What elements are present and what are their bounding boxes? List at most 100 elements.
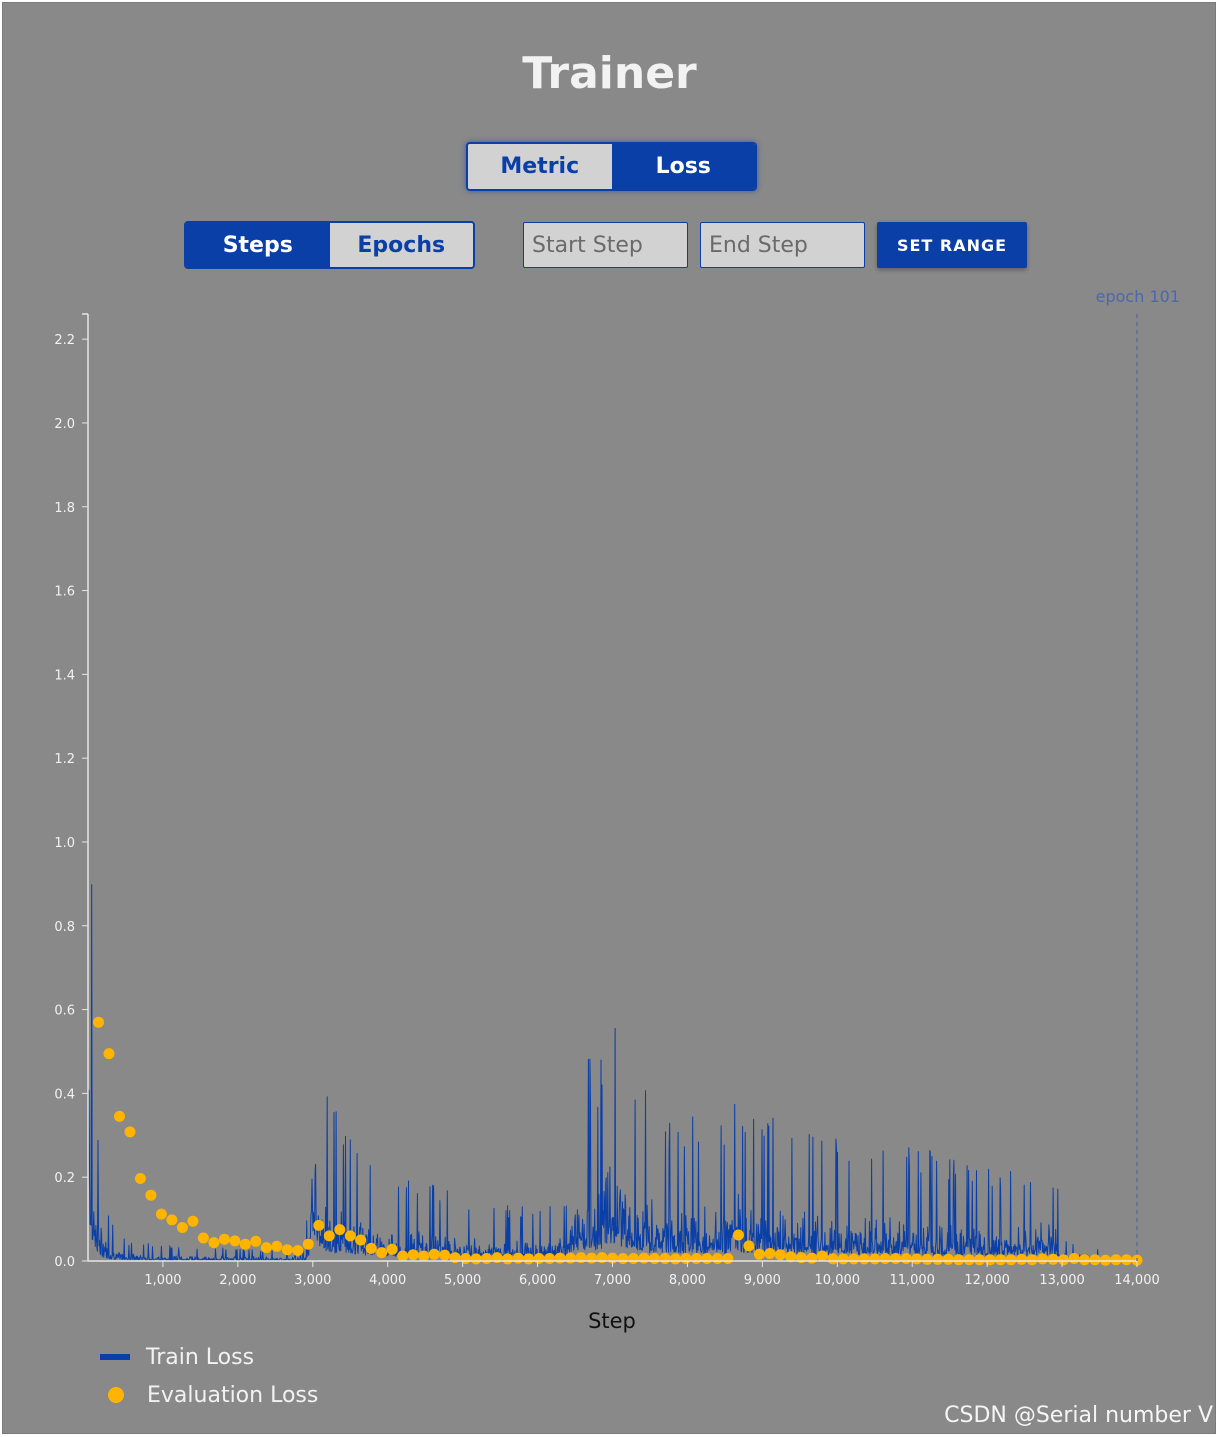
- evaluation-loss-point[interactable]: [963, 1254, 975, 1266]
- evaluation-loss-point[interactable]: [858, 1253, 870, 1265]
- evaluation-loss-point[interactable]: [134, 1173, 146, 1184]
- evaluation-loss-point[interactable]: [481, 1253, 493, 1264]
- legend-item-evaluation-loss[interactable]: Evaluation Loss: [100, 1376, 318, 1414]
- evaluation-loss-point[interactable]: [407, 1249, 419, 1261]
- evaluation-loss-point[interactable]: [722, 1253, 734, 1264]
- evaluation-loss-point[interactable]: [334, 1224, 346, 1236]
- evaluation-loss-point[interactable]: [114, 1110, 125, 1122]
- evaluation-loss-point[interactable]: [250, 1235, 262, 1247]
- evaluation-loss-point[interactable]: [533, 1253, 545, 1264]
- evaluation-loss-point[interactable]: [659, 1253, 671, 1264]
- evaluation-loss-point[interactable]: [921, 1253, 933, 1265]
- evaluation-loss-point[interactable]: [1016, 1253, 1028, 1265]
- evaluation-loss-point[interactable]: [544, 1253, 556, 1264]
- evaluation-loss-point[interactable]: [93, 1016, 104, 1028]
- end-step-input[interactable]: [700, 222, 865, 268]
- evaluation-loss-point[interactable]: [554, 1252, 566, 1264]
- evaluation-loss-point[interactable]: [638, 1252, 650, 1264]
- epochs-tab[interactable]: Epochs: [329, 223, 473, 267]
- evaluation-loss-point[interactable]: [355, 1234, 367, 1246]
- evaluation-loss-point[interactable]: [565, 1252, 576, 1264]
- evaluation-loss-point[interactable]: [470, 1253, 482, 1265]
- evaluation-loss-point[interactable]: [1121, 1254, 1132, 1266]
- evaluation-loss-point[interactable]: [418, 1250, 430, 1262]
- evaluation-loss-point[interactable]: [995, 1254, 1007, 1266]
- evaluation-loss-point[interactable]: [260, 1242, 272, 1254]
- evaluation-loss-point[interactable]: [617, 1253, 629, 1264]
- evaluation-loss-point[interactable]: [680, 1253, 692, 1264]
- evaluation-loss-point[interactable]: [649, 1253, 660, 1264]
- evaluation-loss-point[interactable]: [103, 1048, 115, 1060]
- evaluation-loss-point[interactable]: [124, 1126, 136, 1138]
- evaluation-loss-point[interactable]: [827, 1253, 839, 1265]
- evaluation-loss-point[interactable]: [313, 1219, 325, 1231]
- evaluation-loss-point[interactable]: [229, 1235, 241, 1247]
- evaluation-loss-point[interactable]: [911, 1253, 923, 1265]
- evaluation-loss-point[interactable]: [166, 1214, 178, 1226]
- metric-tab[interactable]: Metric: [468, 144, 612, 189]
- evaluation-loss-point[interactable]: [869, 1253, 881, 1265]
- evaluation-loss-point[interactable]: [1079, 1254, 1090, 1266]
- evaluation-loss-point[interactable]: [1026, 1254, 1038, 1266]
- evaluation-loss-point[interactable]: [428, 1248, 440, 1260]
- evaluation-loss-point[interactable]: [523, 1253, 535, 1265]
- evaluation-loss-point[interactable]: [785, 1251, 797, 1263]
- evaluation-loss-point[interactable]: [218, 1233, 230, 1245]
- evaluation-loss-point[interactable]: [879, 1253, 891, 1264]
- evaluation-loss-point[interactable]: [1068, 1253, 1080, 1264]
- evaluation-loss-point[interactable]: [1058, 1254, 1070, 1266]
- evaluation-loss-point[interactable]: [208, 1237, 220, 1249]
- evaluation-loss-point[interactable]: [176, 1222, 188, 1233]
- loss-tab[interactable]: Loss: [611, 144, 755, 189]
- evaluation-loss-point[interactable]: [942, 1253, 954, 1265]
- evaluation-loss-point[interactable]: [690, 1253, 702, 1264]
- evaluation-loss-point[interactable]: [376, 1247, 388, 1259]
- evaluation-loss-point[interactable]: [386, 1243, 398, 1255]
- evaluation-loss-point[interactable]: [1005, 1254, 1017, 1266]
- evaluation-loss-point[interactable]: [1089, 1254, 1101, 1266]
- evaluation-loss-point[interactable]: [984, 1254, 996, 1266]
- evaluation-loss-point[interactable]: [974, 1254, 986, 1266]
- evaluation-loss-point[interactable]: [145, 1189, 157, 1201]
- legend-item-train-loss[interactable]: Train Loss: [100, 1338, 318, 1376]
- evaluation-loss-point[interactable]: [197, 1232, 209, 1244]
- start-step-input[interactable]: [523, 222, 688, 268]
- evaluation-loss-point[interactable]: [586, 1252, 597, 1264]
- evaluation-loss-point[interactable]: [774, 1249, 786, 1261]
- evaluation-loss-point[interactable]: [900, 1253, 912, 1264]
- evaluation-loss-point[interactable]: [155, 1208, 167, 1220]
- evaluation-loss-point[interactable]: [502, 1253, 514, 1265]
- evaluation-loss-point[interactable]: [711, 1253, 723, 1264]
- evaluation-loss-point[interactable]: [932, 1253, 944, 1265]
- set-range-button[interactable]: SET RANGE: [877, 222, 1027, 268]
- evaluation-loss-point[interactable]: [743, 1240, 755, 1252]
- evaluation-loss-point[interactable]: [323, 1230, 335, 1242]
- evaluation-loss-point[interactable]: [628, 1253, 639, 1264]
- evaluation-loss-point[interactable]: [848, 1253, 860, 1265]
- evaluation-loss-point[interactable]: [271, 1240, 283, 1252]
- evaluation-loss-point[interactable]: [816, 1250, 828, 1262]
- evaluation-loss-point[interactable]: [764, 1248, 776, 1259]
- evaluation-loss-point[interactable]: [397, 1250, 409, 1262]
- evaluation-loss-point[interactable]: [365, 1242, 377, 1254]
- steps-tab[interactable]: Steps: [186, 223, 330, 267]
- evaluation-loss-point[interactable]: [1037, 1253, 1049, 1265]
- evaluation-loss-point[interactable]: [732, 1229, 744, 1241]
- evaluation-loss-point[interactable]: [460, 1253, 472, 1264]
- evaluation-loss-point[interactable]: [187, 1215, 199, 1227]
- evaluation-loss-point[interactable]: [837, 1253, 849, 1265]
- evaluation-loss-point[interactable]: [701, 1253, 713, 1264]
- evaluation-loss-point[interactable]: [753, 1248, 765, 1260]
- evaluation-loss-point[interactable]: [1047, 1253, 1059, 1265]
- evaluation-loss-point[interactable]: [1110, 1254, 1122, 1266]
- evaluation-loss-point[interactable]: [281, 1244, 293, 1256]
- evaluation-loss-point[interactable]: [890, 1253, 902, 1264]
- evaluation-loss-point[interactable]: [512, 1252, 524, 1264]
- evaluation-loss-point[interactable]: [669, 1253, 681, 1265]
- evaluation-loss-point[interactable]: [439, 1249, 451, 1261]
- evaluation-loss-point[interactable]: [292, 1245, 304, 1256]
- evaluation-loss-point[interactable]: [806, 1252, 818, 1264]
- evaluation-loss-point[interactable]: [239, 1238, 251, 1250]
- evaluation-loss-point[interactable]: [1100, 1254, 1111, 1266]
- evaluation-loss-point[interactable]: [344, 1230, 356, 1242]
